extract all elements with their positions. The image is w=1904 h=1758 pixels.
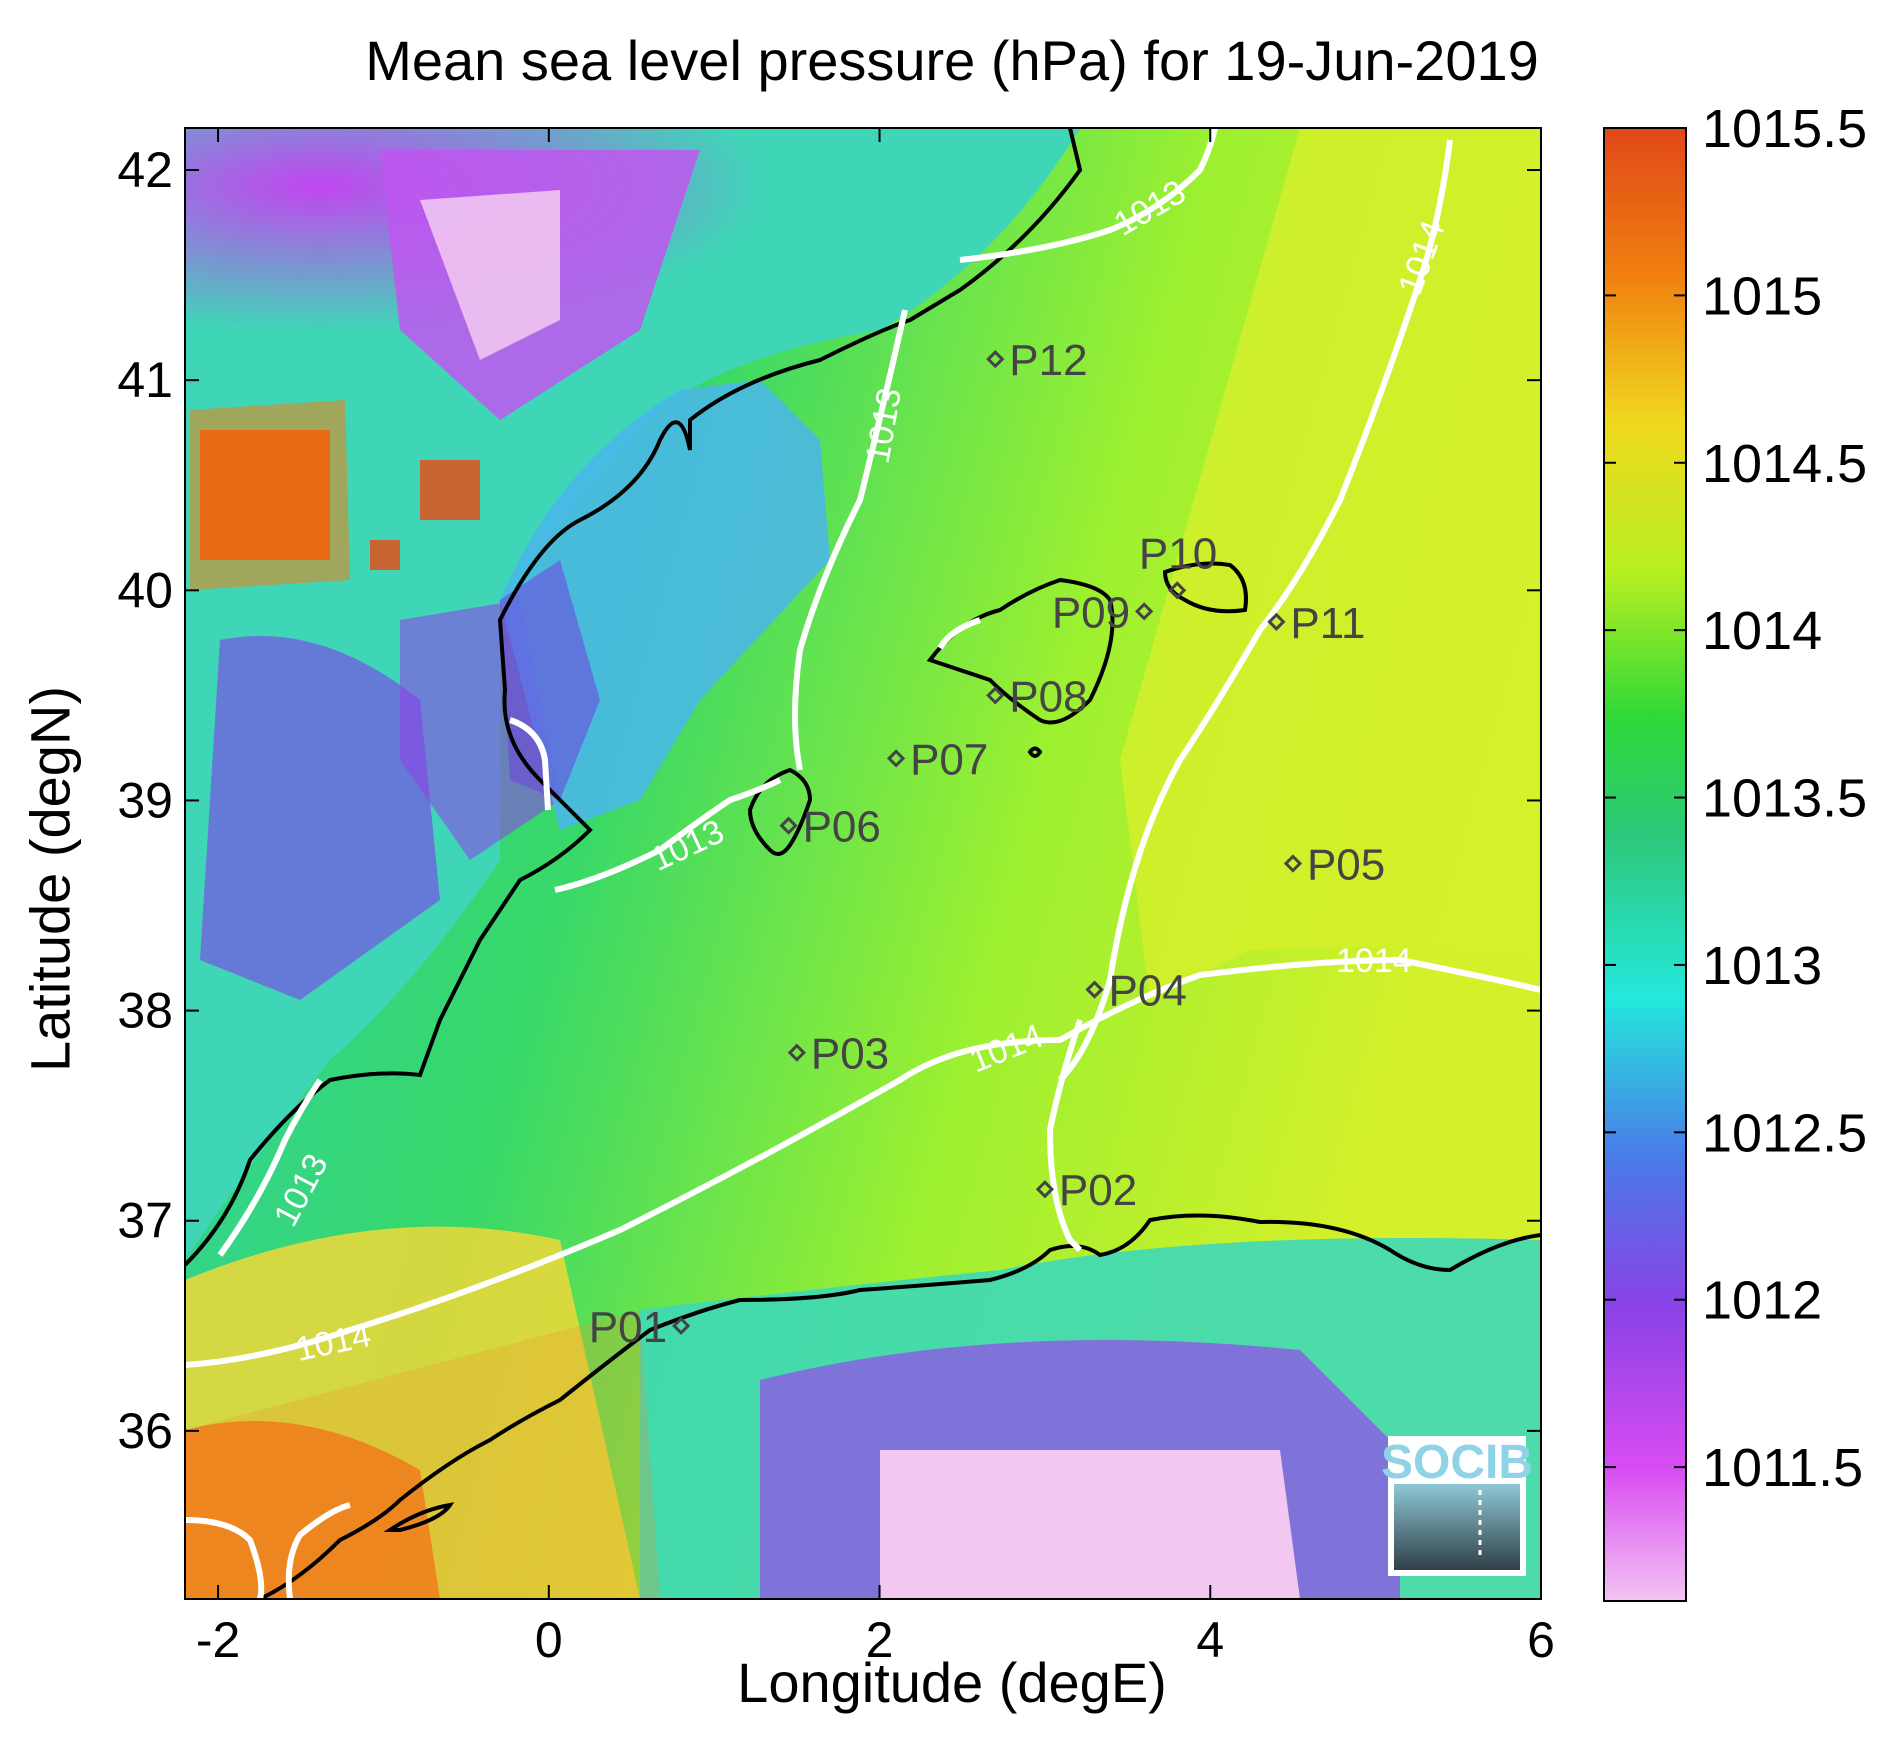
colorbar-ticks: 1015.5 1015 1014.5 1014 1013.5 1013 1012.5 1012…	[1604, 99, 1867, 1498]
station-marker	[779, 816, 798, 835]
colorbar-tick-label: 1012.5	[1702, 1103, 1867, 1163]
contour-1014-mid	[1057, 628, 1263, 1083]
station-p03: P03	[787, 1030, 889, 1079]
station-marker	[1168, 581, 1187, 600]
station-label: P02	[1059, 1166, 1137, 1215]
station-marker	[1085, 980, 1104, 999]
socib-logo: SOCIB	[1381, 1436, 1533, 1576]
station-p06: P06	[779, 803, 881, 852]
contour-1015-sw2	[285, 1502, 351, 1599]
x-tick-label: 4	[1196, 1612, 1224, 1668]
contour-1013-valencia	[508, 717, 551, 811]
cabrera-coastline	[1027, 746, 1043, 758]
x-tick-label: 0	[535, 1612, 563, 1668]
contour-1013-south	[217, 1078, 323, 1257]
station-p09: P09	[1052, 588, 1154, 637]
contour-1013-ibiza	[554, 777, 782, 893]
station-label: P01	[589, 1303, 667, 1352]
iberia-coastline	[185, 128, 1083, 1267]
logo-text: SOCIB	[1381, 1436, 1533, 1489]
station-p05: P05	[1283, 841, 1385, 890]
y-tick-label: 38	[117, 983, 173, 1039]
colorbar-tick-label: 1011.5	[1702, 1438, 1863, 1498]
contour-1013-mallorca	[937, 617, 981, 650]
contour-1013-central	[792, 309, 908, 771]
contour-1014-north	[1257, 139, 1453, 632]
colorbar: 1015.5 1015 1014.5 1014 1013.5 1013 1012.5 1012…	[1603, 99, 1867, 1602]
colorbar-tick-label: 1013	[1702, 936, 1822, 996]
contour-label: 1014	[1336, 942, 1412, 980]
station-label: P10	[1139, 529, 1217, 578]
plot-frame	[184, 127, 1542, 1600]
ibiza-coastline	[747, 767, 813, 856]
mallorca-coastline	[926, 577, 1115, 725]
alboran-coast-detail	[383, 1502, 455, 1532]
colorbar-scale	[1603, 127, 1687, 1602]
y-tick-label: 42	[117, 142, 173, 198]
contour-1014-south-loop	[1046, 1019, 1083, 1253]
figure-title: Mean sea level pressure (hPa) for 19-Jun…	[365, 29, 1539, 92]
station-label: P03	[811, 1030, 889, 1079]
x-tick-label: 6	[1527, 1612, 1555, 1668]
station-label: P04	[1109, 967, 1187, 1016]
x-tick-label: -2	[196, 1612, 240, 1668]
x-tick-label: 2	[866, 1612, 894, 1668]
station-marker	[886, 749, 906, 768]
station-label: P09	[1052, 588, 1130, 637]
africa-coastline	[259, 1213, 1541, 1599]
station-marker	[1283, 854, 1303, 873]
y-tick-label: 41	[117, 352, 173, 408]
contour-1015-sw	[185, 1517, 265, 1599]
x-axis-label: Longitude (degE)	[737, 1651, 1167, 1714]
station-marker	[671, 1316, 691, 1335]
y-tick-label: 36	[117, 1403, 173, 1459]
station-marker	[1134, 602, 1154, 621]
station-label: P07	[910, 735, 988, 784]
colorbar-tick-label: 1012	[1702, 1271, 1822, 1331]
axes: -2 0 2 4 6 42 41 40 39 38 37 36	[117, 128, 1555, 1668]
station-p11: P11	[1267, 599, 1365, 648]
station-p08: P08	[986, 672, 1088, 721]
station-p12: P12	[986, 336, 1088, 385]
colorbar-tick-label: 1015.5	[1702, 99, 1867, 159]
station-marker	[1035, 1180, 1055, 1199]
colorbar-tick-label: 1014.5	[1702, 434, 1867, 494]
station-label: P12	[1009, 336, 1087, 385]
station-marker	[986, 686, 1005, 705]
station-p07: P07	[886, 735, 988, 784]
y-tick-label: 39	[117, 772, 173, 828]
y-tick-label: 37	[117, 1193, 173, 1249]
coastlines	[185, 128, 1541, 1599]
station-label: P05	[1307, 841, 1385, 890]
station-label: P06	[803, 803, 881, 852]
station-marker	[986, 350, 1005, 369]
station-p04: P04	[1085, 967, 1187, 1016]
station-marker	[787, 1043, 806, 1062]
pressure-contours	[185, 128, 1541, 1599]
station-label: P11	[1290, 599, 1365, 648]
station-p10: P10	[1139, 529, 1217, 600]
station-p02: P02	[1035, 1166, 1137, 1215]
station-label: P08	[1009, 672, 1087, 721]
contour-1013-north	[959, 128, 1218, 263]
station-p01: P01	[589, 1303, 691, 1352]
station-marker	[1267, 612, 1286, 631]
colorbar-tick-label: 1015	[1702, 266, 1822, 326]
pressure-field	[185, 128, 1541, 1599]
colorbar-tick-label: 1013.5	[1702, 769, 1867, 829]
contour-1014-south	[185, 956, 1541, 1368]
y-tick-label: 40	[117, 562, 173, 618]
colorbar-tick-label: 1014	[1702, 601, 1822, 661]
